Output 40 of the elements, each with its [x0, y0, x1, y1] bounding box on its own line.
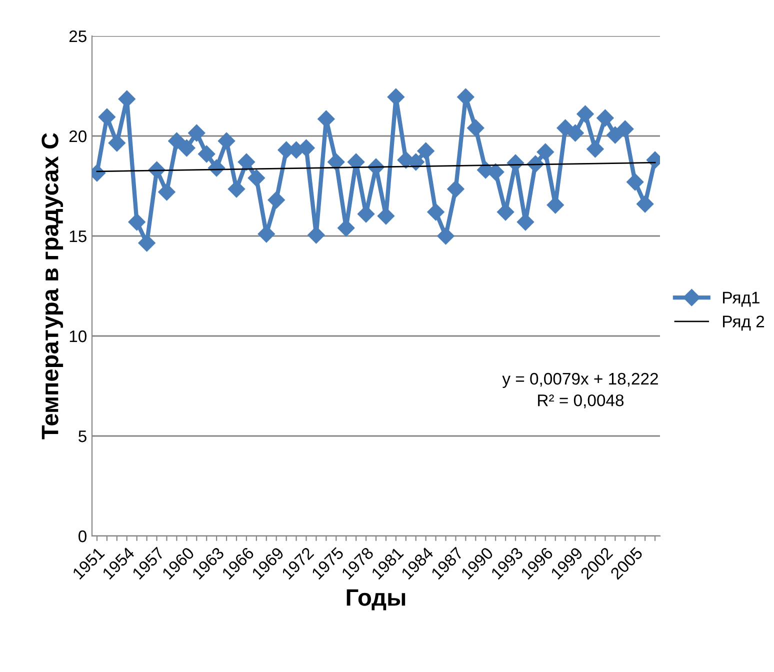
point: [576, 105, 594, 123]
point: [328, 153, 345, 171]
point: [128, 213, 146, 231]
y-tick-label: 20: [69, 130, 86, 142]
point: [248, 169, 265, 187]
point: [138, 234, 156, 252]
point: [596, 109, 614, 127]
point: [268, 191, 285, 209]
point: [437, 227, 454, 245]
point: [447, 180, 464, 198]
point: [427, 203, 444, 221]
point: [626, 173, 644, 191]
y-tick-label: 0: [78, 530, 86, 542]
point: [616, 120, 634, 138]
y-tick-label: 15: [70, 230, 86, 242]
point: [586, 140, 604, 158]
y-tick-label: 10: [70, 330, 86, 342]
annotation: y = 0,0079x + 18,222 R² = 0,0048: [502, 372, 658, 408]
y-tick-label: 5: [78, 430, 86, 442]
x-axis-title: Годы: [346, 589, 406, 610]
legend-label: Ряд 2: [723, 316, 764, 331]
point: [566, 124, 584, 142]
point: [228, 180, 246, 198]
point: [178, 139, 196, 157]
point: [536, 143, 554, 161]
point: [168, 132, 186, 150]
point: [108, 134, 126, 152]
point: [188, 124, 206, 142]
point: [467, 119, 484, 137]
point: [238, 153, 256, 171]
point: [417, 142, 434, 160]
point: [158, 183, 176, 201]
point: [198, 145, 216, 163]
point: [606, 126, 624, 144]
point: [218, 132, 236, 150]
point: [98, 108, 116, 126]
legend-label: Ряд1: [723, 292, 760, 307]
point: [636, 195, 654, 213]
y-axis-title: Температура в градусах С: [42, 133, 64, 440]
y-tick-label: 25: [69, 30, 86, 42]
